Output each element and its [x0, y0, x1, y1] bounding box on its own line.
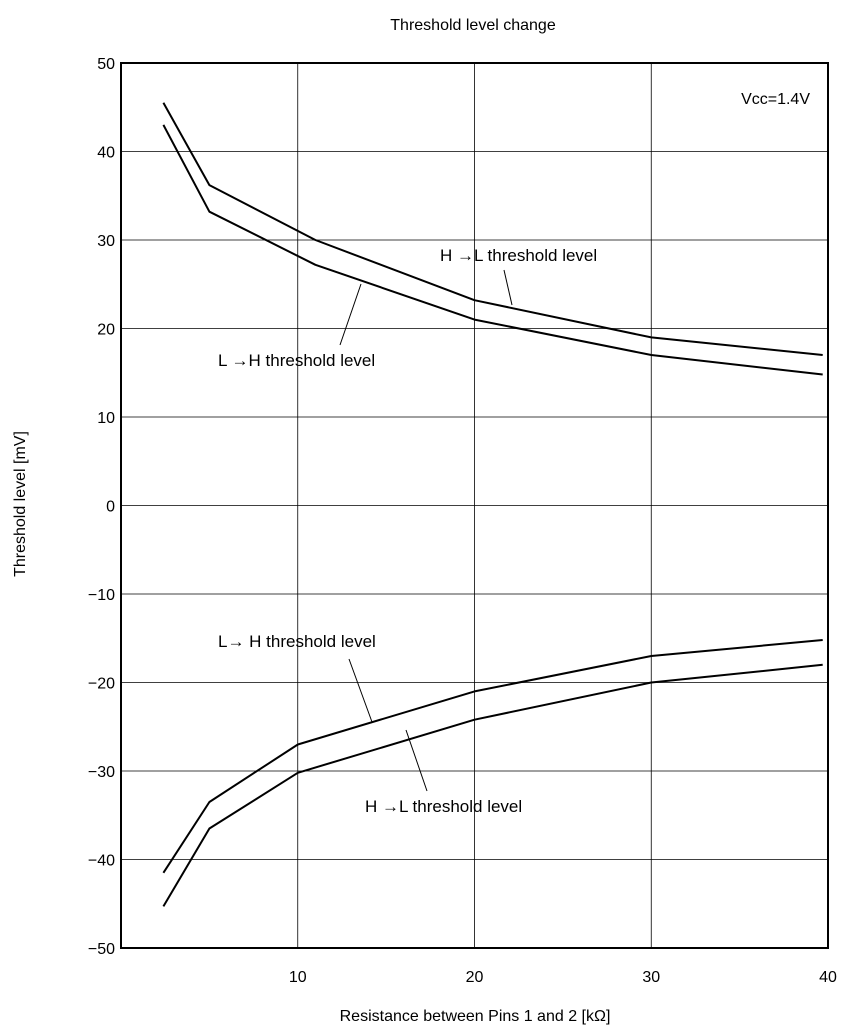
tick-labels: 50 40 30 20 10 0 −10 −20 −30 −40 −50 10 20 30 40 [88, 56, 837, 986]
y-tick-label: 20 [97, 322, 115, 339]
series-label: H →L threshold level [440, 246, 597, 265]
y-tick-label: 0 [106, 499, 115, 516]
y-tick-label: −40 [88, 853, 115, 870]
label-leader-lines [339, 269, 513, 792]
vcc-annotation: Vcc=1.4V [741, 91, 810, 108]
series-label: H →L threshold level [365, 797, 522, 816]
y-tick-label: −20 [88, 676, 115, 693]
series-label: L →H threshold level [218, 351, 375, 370]
x-tick-label: 10 [289, 969, 307, 986]
x-tick-label: 40 [819, 969, 837, 986]
y-tick-label: −50 [88, 941, 115, 958]
series-labels: H →L threshold level L →H threshold level… [218, 246, 597, 816]
y-tick-label: 40 [97, 145, 115, 162]
series-line-3 [162, 639, 823, 874]
y-tick-label: −10 [88, 587, 115, 604]
y-tick-label: 50 [97, 56, 115, 73]
x-tick-label: 30 [642, 969, 660, 986]
series-line-4 [162, 663, 823, 907]
y-tick-label: 30 [97, 233, 115, 250]
y-tick-label: −30 [88, 764, 115, 781]
leader-line [405, 729, 428, 792]
x-tick-label: 20 [466, 969, 484, 986]
y-axis-label: Threshold level [mV] [12, 431, 29, 577]
series-label: L→ H threshold level [218, 632, 376, 651]
leader-line [503, 269, 513, 306]
leader-line [348, 658, 373, 723]
series-lines [162, 102, 823, 907]
leader-line [339, 283, 362, 346]
x-axis-label: Resistance between Pins 1 and 2 [kΩ] [340, 1008, 611, 1025]
plot-frame [120, 62, 829, 949]
series-line-1 [162, 102, 823, 356]
series-line-2 [162, 124, 823, 376]
y-tick-label: 10 [97, 410, 115, 427]
chart-title: Threshold level change [390, 17, 556, 34]
